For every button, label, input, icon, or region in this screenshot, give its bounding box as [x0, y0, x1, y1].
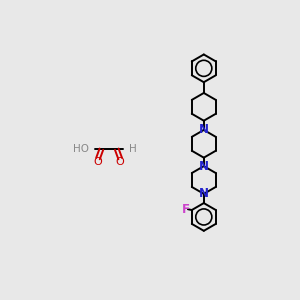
Text: H: H — [129, 144, 137, 154]
Text: N: N — [199, 160, 209, 172]
Text: O: O — [94, 157, 102, 167]
Text: O: O — [116, 157, 124, 167]
Text: N: N — [199, 123, 209, 136]
Text: N: N — [199, 187, 209, 200]
Text: HO: HO — [73, 144, 89, 154]
Text: F: F — [182, 203, 190, 216]
